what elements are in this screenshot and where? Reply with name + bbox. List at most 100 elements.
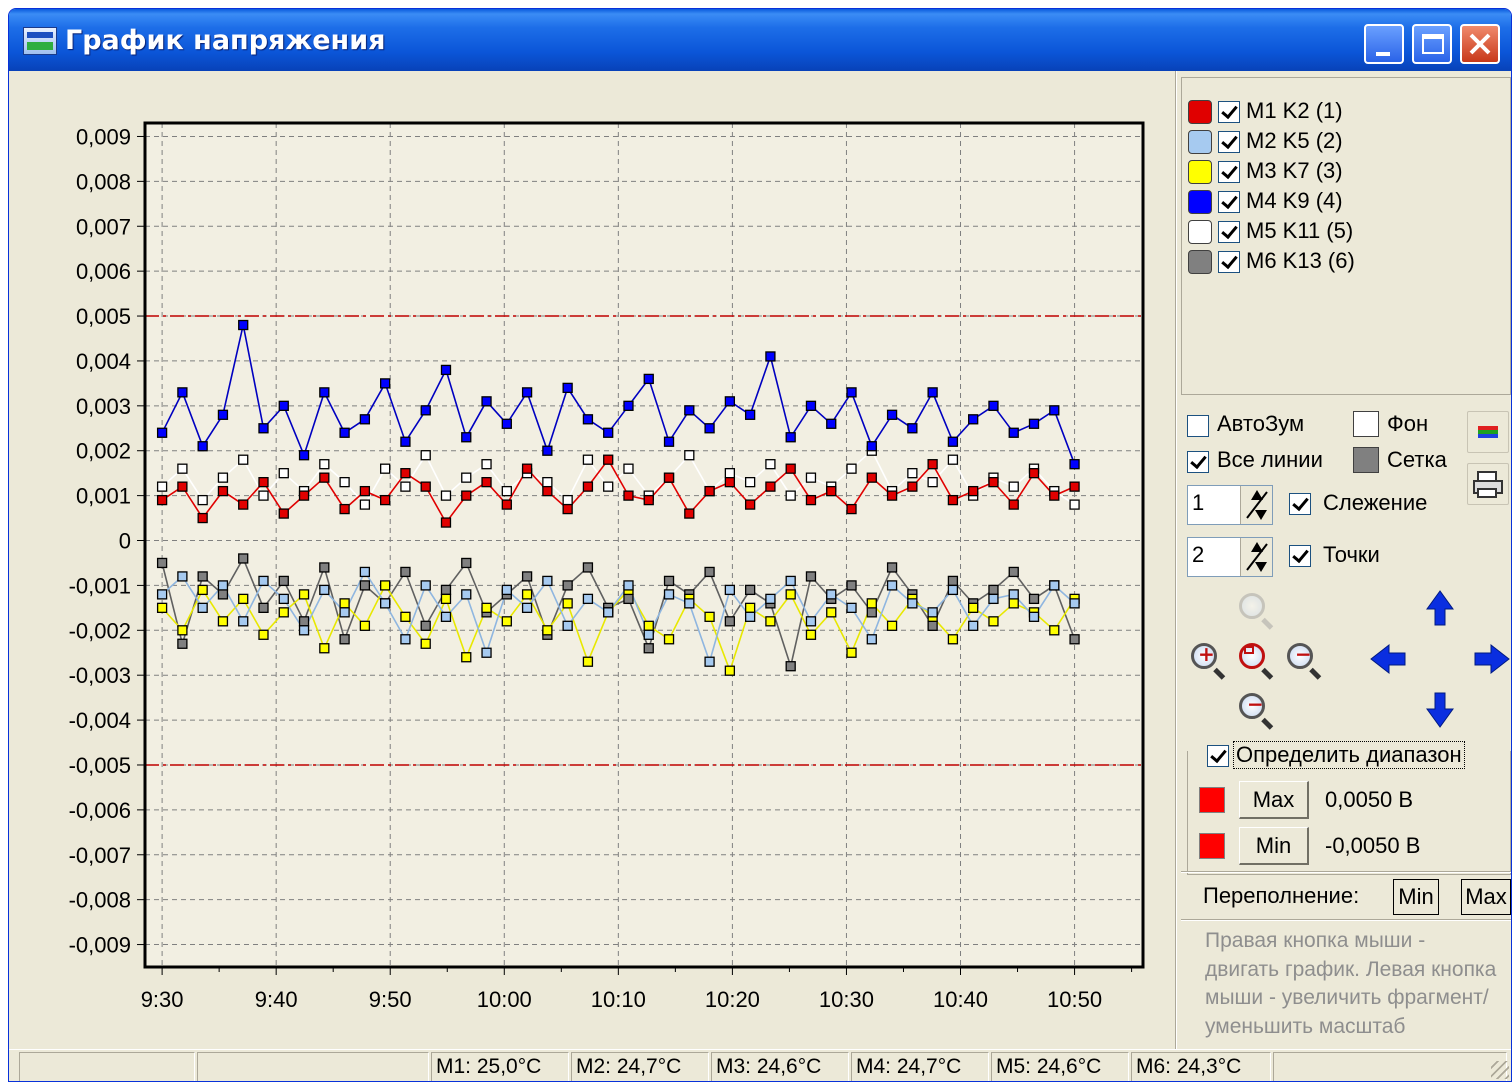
data-point[interactable]: [319, 643, 330, 654]
data-point[interactable]: [501, 418, 512, 429]
data-point[interactable]: [1069, 598, 1080, 609]
data-point[interactable]: [744, 499, 756, 510]
data-point[interactable]: [724, 476, 736, 488]
arrow-up-icon[interactable]: [1426, 590, 1454, 626]
data-point[interactable]: [927, 607, 938, 618]
data-point[interactable]: [156, 427, 168, 438]
legend-item[interactable]: M5 K11 (5): [1188, 218, 1508, 246]
points-checkbox[interactable]: [1289, 545, 1311, 567]
title-bar[interactable]: График напряжения: [9, 9, 1511, 71]
data-point[interactable]: [765, 351, 776, 362]
legend-item[interactable]: M4 K9 (4): [1188, 188, 1508, 216]
data-point[interactable]: [988, 593, 999, 605]
data-point[interactable]: [582, 454, 594, 465]
data-point[interactable]: [623, 580, 634, 591]
data-point[interactable]: [319, 459, 330, 470]
data-point[interactable]: [359, 499, 371, 510]
data-point[interactable]: [846, 463, 857, 474]
data-point[interactable]: [481, 459, 492, 470]
data-point[interactable]: [461, 472, 472, 483]
data-point[interactable]: [562, 580, 573, 591]
data-point[interactable]: [278, 400, 289, 411]
data-point[interactable]: [380, 494, 391, 506]
data-point[interactable]: [481, 602, 492, 614]
data-point[interactable]: [765, 616, 776, 627]
data-point[interactable]: [400, 634, 411, 645]
legend-color-swatch[interactable]: [1188, 160, 1212, 184]
data-point[interactable]: [238, 616, 249, 627]
data-point[interactable]: [663, 634, 675, 645]
data-point[interactable]: [400, 481, 411, 492]
all-lines-checkbox[interactable]: [1187, 451, 1209, 473]
max-color-box[interactable]: [1199, 787, 1225, 813]
data-point[interactable]: [542, 445, 553, 456]
data-point[interactable]: [805, 494, 817, 506]
data-point[interactable]: [866, 634, 877, 645]
data-point[interactable]: [258, 629, 269, 640]
data-point[interactable]: [481, 396, 492, 407]
data-point[interactable]: [805, 400, 817, 411]
data-point[interactable]: [582, 481, 594, 492]
data-point[interactable]: [339, 634, 350, 645]
data-point[interactable]: [217, 409, 229, 420]
data-point[interactable]: [501, 485, 512, 497]
data-point[interactable]: [197, 494, 208, 506]
data-point[interactable]: [866, 598, 877, 609]
data-point[interactable]: [521, 602, 533, 614]
data-point[interactable]: [988, 476, 999, 488]
data-point[interactable]: [846, 647, 857, 658]
data-point[interactable]: [177, 638, 188, 649]
data-point[interactable]: [440, 593, 452, 605]
data-point[interactable]: [420, 481, 431, 492]
data-point[interactable]: [278, 508, 289, 519]
data-point[interactable]: [501, 616, 512, 627]
data-point[interactable]: [623, 400, 634, 411]
data-point[interactable]: [461, 490, 472, 501]
data-point[interactable]: [461, 432, 472, 443]
data-point[interactable]: [1008, 566, 1019, 578]
data-point[interactable]: [805, 472, 817, 483]
data-point[interactable]: [440, 584, 452, 596]
data-point[interactable]: [826, 485, 837, 497]
data-point[interactable]: [846, 503, 857, 515]
data-point[interactable]: [1008, 499, 1019, 510]
data-point[interactable]: [481, 647, 492, 658]
data-point[interactable]: [238, 593, 249, 605]
data-point[interactable]: [866, 607, 877, 618]
data-point[interactable]: [1028, 468, 1040, 479]
data-point[interactable]: [542, 485, 553, 497]
data-point[interactable]: [380, 378, 391, 389]
data-point[interactable]: [623, 593, 634, 605]
data-point[interactable]: [217, 472, 229, 483]
data-point[interactable]: [319, 584, 330, 596]
data-point[interactable]: [359, 414, 371, 425]
legend-item[interactable]: M6 K13 (6): [1188, 248, 1508, 276]
data-point[interactable]: [826, 418, 837, 429]
data-point[interactable]: [156, 602, 168, 614]
data-point[interactable]: [684, 508, 695, 519]
data-point[interactable]: [156, 494, 168, 506]
data-point[interactable]: [947, 454, 959, 465]
data-point[interactable]: [1049, 490, 1060, 501]
data-point[interactable]: [1008, 589, 1019, 600]
data-point[interactable]: [968, 620, 979, 631]
data-point[interactable]: [319, 472, 330, 483]
zoom-reset-button[interactable]: [1233, 587, 1279, 633]
data-point[interactable]: [258, 423, 269, 434]
minimize-button[interactable]: [1364, 24, 1404, 64]
data-point[interactable]: [380, 463, 391, 474]
data-point[interactable]: [643, 643, 654, 654]
legend-checkbox[interactable]: [1218, 221, 1240, 243]
close-button[interactable]: [1460, 24, 1500, 64]
data-point[interactable]: [380, 598, 391, 609]
data-point[interactable]: [197, 602, 208, 614]
data-point[interactable]: [339, 607, 350, 618]
data-point[interactable]: [501, 584, 512, 596]
min-button[interactable]: Min: [1239, 827, 1309, 865]
data-point[interactable]: [481, 476, 492, 488]
data-point[interactable]: [562, 382, 573, 394]
data-point[interactable]: [907, 423, 918, 434]
zoom-in-button[interactable]: +: [1185, 637, 1231, 683]
zoom-out-vertical-button[interactable]: −: [1233, 687, 1279, 733]
data-point[interactable]: [420, 450, 431, 461]
